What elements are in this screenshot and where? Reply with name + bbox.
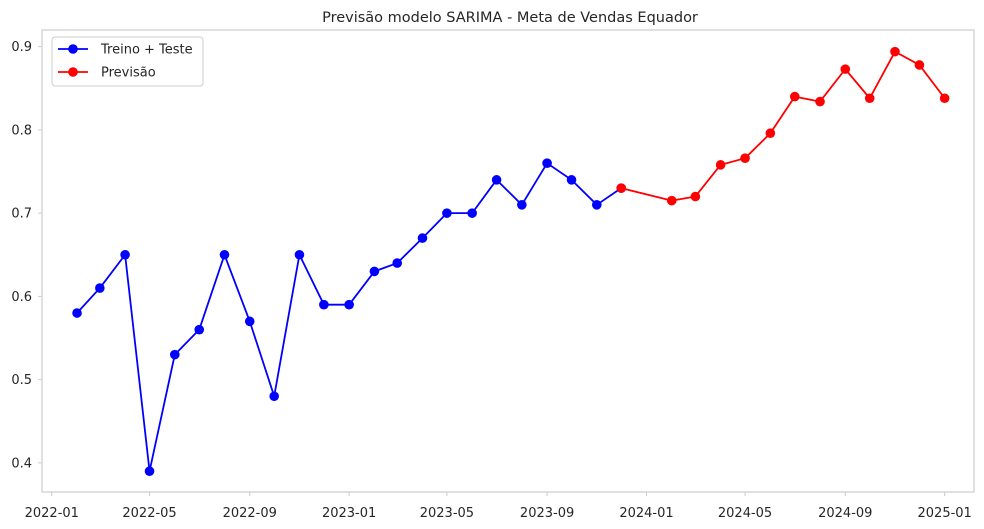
legend-marker-treino — [68, 44, 78, 54]
legend-marker-previsao — [68, 67, 78, 77]
data-point-previsao — [715, 160, 726, 170]
data-point-treino — [491, 175, 502, 185]
data-point-previsao — [890, 46, 900, 57]
y-tick-label: 0.7 — [11, 207, 32, 222]
data-point-treino — [244, 316, 255, 327]
x-tick-label: 2025-01 — [918, 506, 972, 521]
chart-title: Previsão modelo SARIMA - Meta de Vendas … — [322, 10, 698, 26]
data-point-treino — [344, 299, 354, 310]
legend-label-treino: Treino + Teste — [100, 43, 193, 58]
data-point-treino — [294, 249, 305, 260]
data-point-treino — [517, 200, 527, 210]
plot-area — [72, 46, 950, 476]
data-point-previsao — [815, 96, 825, 107]
y-tick-label: 0.6 — [11, 290, 32, 305]
x-tick-label: 2024-01 — [619, 506, 673, 521]
x-tick-label: 2022-09 — [223, 506, 277, 521]
data-point-treino — [319, 299, 329, 310]
legend-box — [51, 36, 204, 87]
data-point-previsao — [740, 153, 750, 163]
data-point-treino — [542, 158, 552, 168]
data-point-treino — [417, 233, 428, 243]
data-point-previsao — [690, 191, 701, 202]
data-point-treino — [566, 175, 577, 185]
legend-label-previsao: Previsão — [101, 66, 156, 81]
data-point-treino — [144, 466, 155, 476]
data-point-previsao — [864, 93, 875, 104]
data-point-treino — [369, 266, 380, 277]
data-point-previsao — [616, 183, 627, 193]
data-point-previsao — [765, 128, 776, 139]
x-tick-label: 2022-01 — [25, 506, 79, 521]
x-tick-label: 2024-05 — [718, 506, 772, 521]
y-tick-label: 0.4 — [11, 456, 32, 471]
y-tick-label: 0.9 — [11, 40, 32, 55]
data-point-treino — [392, 258, 403, 268]
x-tick-label: 2023-05 — [420, 506, 474, 521]
y-tick-label: 0.5 — [11, 373, 32, 388]
data-point-previsao — [789, 91, 800, 102]
data-point-previsao — [914, 60, 925, 70]
data-point-previsao — [939, 93, 950, 104]
x-tick-label: 2022-05 — [122, 506, 176, 521]
x-tick-label: 2023-01 — [322, 506, 376, 521]
x-tick-label: 2024-09 — [818, 506, 872, 521]
data-point-treino — [169, 349, 180, 360]
data-point-treino — [467, 208, 477, 218]
data-point-treino — [592, 200, 602, 210]
data-point-previsao — [840, 64, 851, 74]
data-point-treino — [95, 283, 105, 293]
axis-ticks: 2022-01 2022-05 2022-09 2023-01 2023-05 2023-… — [11, 40, 972, 521]
plot-frame — [41, 29, 975, 493]
data-point-previsao — [666, 195, 677, 206]
x-tick-label: 2023-09 — [520, 506, 574, 521]
legend: Treino + Teste Previsão — [51, 36, 204, 87]
data-point-treino — [120, 249, 130, 260]
data-point-treino — [219, 249, 230, 260]
data-point-treino — [442, 208, 452, 218]
data-point-treino — [72, 308, 82, 318]
data-point-treino — [194, 324, 205, 335]
data-point-treino — [269, 391, 279, 402]
y-tick-label: 0.8 — [11, 123, 32, 138]
